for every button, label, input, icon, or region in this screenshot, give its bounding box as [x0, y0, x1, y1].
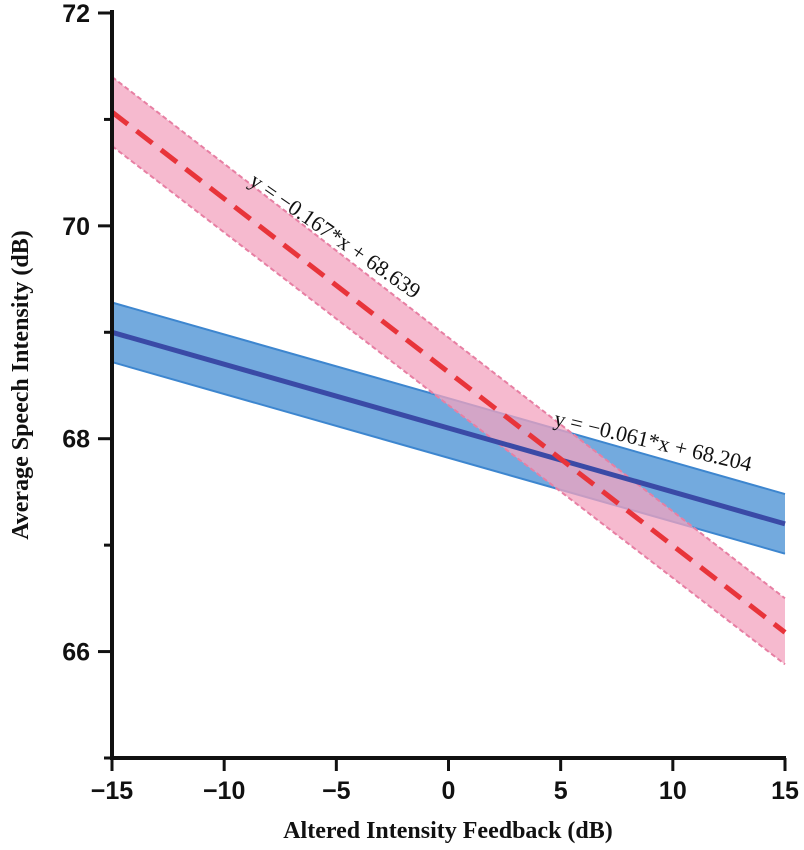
y-axis-title: Average Speech Intensity (dB) [8, 230, 34, 540]
x-tick-label: −10 [203, 777, 245, 805]
series-lines [110, 110, 787, 635]
y-tick-label: 66 [62, 639, 90, 667]
y-tick-label: 68 [62, 426, 90, 454]
series-1-regression-line [111, 329, 786, 527]
ticks [98, 11, 787, 771]
series-2-band-lower-edge [111, 145, 786, 666]
y-tick-label: 70 [62, 213, 90, 241]
x-tick-label: −5 [322, 777, 351, 805]
series-2-confidence-band [112, 76, 785, 665]
series-2-regression-line [110, 110, 787, 635]
x-tick-label: −15 [91, 777, 134, 805]
x-tick-label: 5 [554, 777, 568, 805]
x-axis-title: Altered Intensity Feedback (dB) [283, 818, 613, 844]
series-2-band-upper-edge [111, 76, 786, 600]
tick-labels: −15 −10 −5 0 5 10 15 66 68 70 72 [62, 0, 799, 805]
y-tick-label: 72 [62, 0, 90, 28]
confidence-bands [111, 76, 786, 666]
x-tick-label: 15 [771, 777, 799, 805]
x-tick-label: 0 [442, 777, 456, 805]
x-tick-label: 10 [659, 777, 687, 805]
